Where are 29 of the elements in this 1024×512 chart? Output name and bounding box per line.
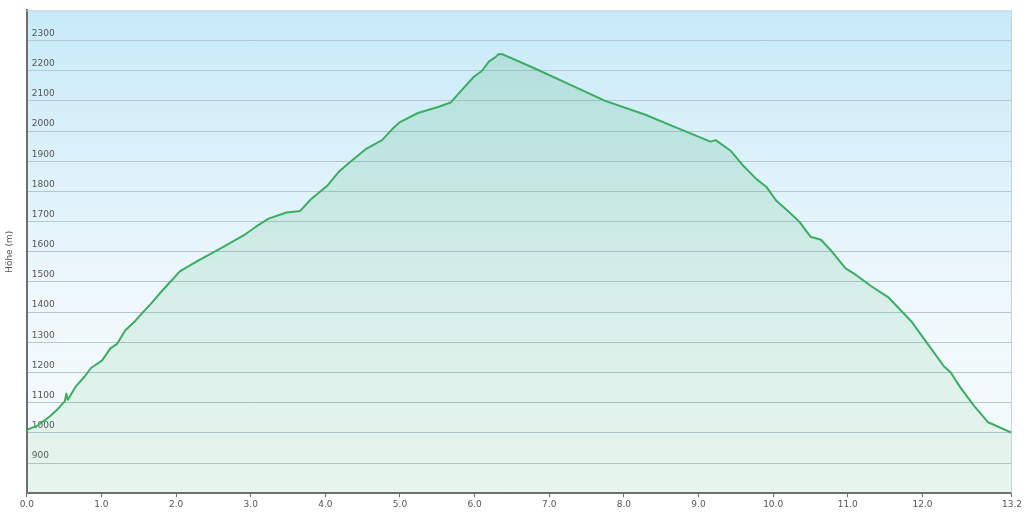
- y-tick-label: 1200: [31, 359, 55, 370]
- x-tick-label: 8.0: [616, 498, 632, 509]
- y-tick-label: 1900: [31, 148, 55, 159]
- y-tick-label: 1600: [31, 239, 55, 250]
- x-tick-label: 1.0: [94, 498, 109, 509]
- y-tick-label: 1800: [31, 178, 55, 189]
- x-tick-label: 3.0: [243, 498, 259, 509]
- y-tick-label: 1700: [31, 208, 55, 219]
- x-tick-label: 2.0: [168, 498, 184, 509]
- y-axis-title: Höhe (m): [3, 230, 14, 273]
- x-tick-label: 10.0: [763, 498, 784, 509]
- y-tick-label: 2300: [31, 27, 55, 38]
- y-tick-label: 1100: [31, 390, 55, 401]
- x-tick-label: 6.0: [467, 498, 483, 509]
- y-tick-label: 2200: [31, 58, 55, 69]
- y-tick-label: 900: [31, 450, 50, 461]
- x-tick-label: 9.0: [691, 498, 706, 509]
- y-tick-label: 1300: [31, 329, 55, 340]
- x-tick-label: 11.0: [837, 498, 859, 509]
- x-tick-label: 13.2: [1001, 498, 1022, 509]
- y-tick-label: 2000: [31, 118, 55, 129]
- x-tick-label: 5.0: [392, 498, 408, 509]
- x-tick-label: 7.0: [542, 498, 557, 509]
- x-tick-label: 12.0: [912, 498, 933, 509]
- y-tick-label: 1500: [31, 269, 55, 280]
- y-tick-label: 1400: [31, 299, 55, 310]
- y-tick-label: 2100: [31, 88, 55, 99]
- x-tick-label: 0.0: [19, 498, 35, 509]
- x-tick-label: 4.0: [318, 498, 333, 509]
